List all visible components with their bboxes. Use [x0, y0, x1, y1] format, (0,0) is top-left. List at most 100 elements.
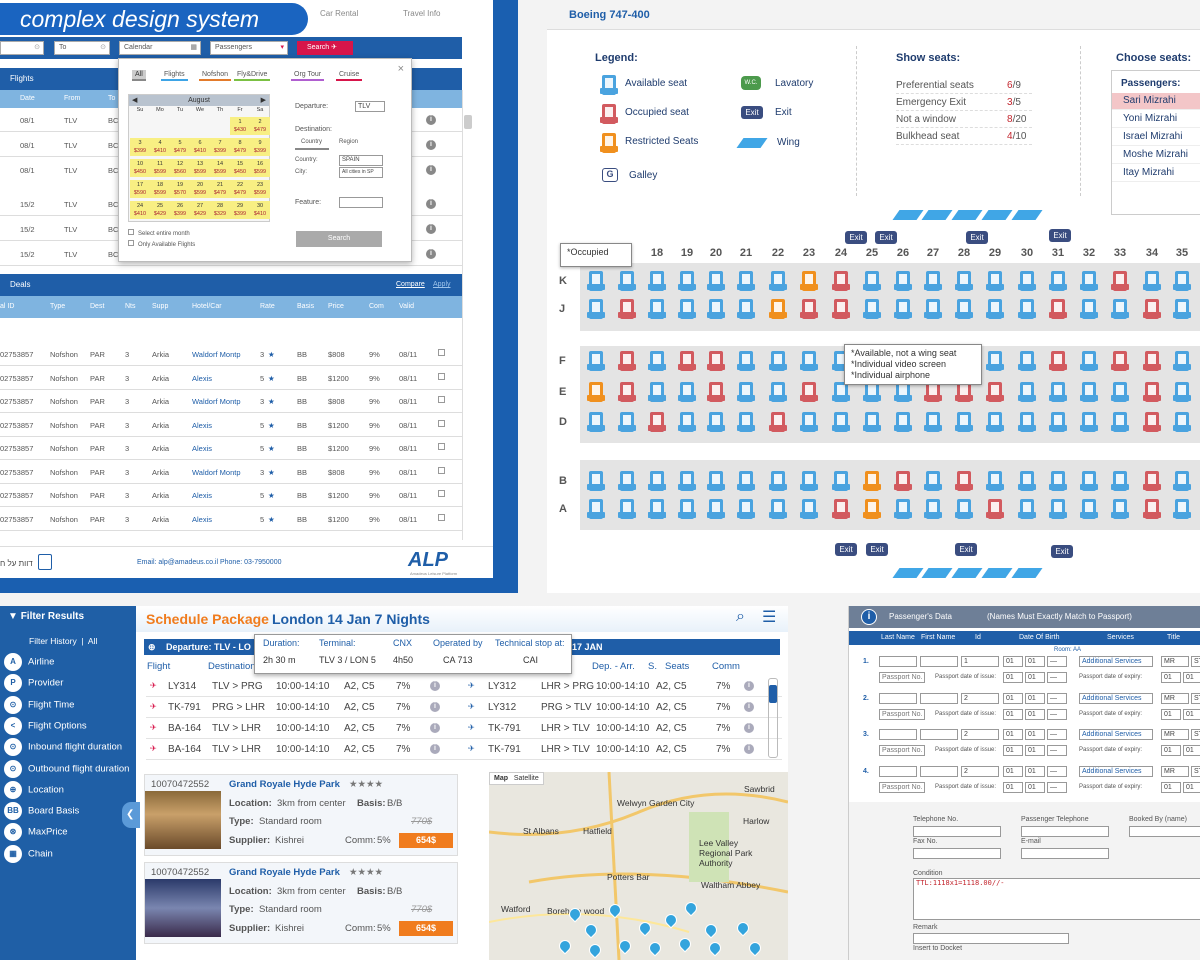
seat[interactable] [1018, 270, 1036, 292]
calendar-field[interactable]: Calendar ▦ [119, 41, 201, 55]
seat[interactable] [1111, 298, 1129, 320]
calendar-day[interactable]: 6 $410 [190, 138, 210, 156]
calendar-day[interactable]: 11 $599 [150, 159, 170, 177]
seat[interactable] [707, 411, 725, 433]
seat[interactable] [678, 470, 696, 492]
seat[interactable] [986, 411, 1004, 433]
extra-select[interactable]: ST [1191, 692, 1200, 704]
info-icon[interactable]: i [426, 224, 436, 234]
last-name-input[interactable] [879, 729, 917, 740]
expiry-date-select[interactable]: 01 [1161, 672, 1181, 683]
seat[interactable] [618, 470, 636, 492]
collapse-sidebar-icon[interactable]: ❮ [122, 802, 140, 828]
seat[interactable] [737, 381, 755, 403]
services-select[interactable]: Additional Services [1079, 765, 1153, 777]
issue-date-select[interactable]: 01 [1025, 781, 1045, 793]
filter-maxprice[interactable]: ⊛ MaxPrice [4, 823, 68, 842]
seat[interactable] [707, 498, 725, 520]
seat[interactable] [800, 470, 818, 492]
calendar-day[interactable]: 17 $590 [130, 180, 150, 198]
tab-region[interactable]: Region [339, 139, 359, 145]
dob-select[interactable]: — [1047, 729, 1067, 740]
seat[interactable] [648, 470, 666, 492]
flight-row[interactable]: LY314 TLV > PRG 10:00-14:10 A2, C5 7% LY312 LH… [146, 676, 782, 697]
seat[interactable] [1111, 270, 1129, 292]
condition-textarea[interactable]: TTL:1118x1=1118.00//- [913, 878, 1200, 920]
calendar-day[interactable]: 5 $479 [170, 138, 190, 156]
seat[interactable] [924, 298, 942, 320]
select-month-option[interactable]: Select entire month [128, 229, 190, 237]
seat[interactable] [678, 350, 696, 372]
checkbox[interactable] [438, 419, 445, 427]
seat[interactable] [737, 498, 755, 520]
seat[interactable] [648, 298, 666, 320]
checkbox[interactable] [128, 229, 134, 235]
checkbox[interactable] [438, 349, 445, 356]
passenger-item[interactable]: Israel Mizrahi [1112, 129, 1200, 146]
extra-select[interactable]: ST [1191, 765, 1200, 777]
seat[interactable] [1111, 411, 1129, 433]
filter-flight-options[interactable]: < Flight Options [4, 716, 87, 735]
calendar-day[interactable]: 24 $410 [130, 201, 150, 219]
first-name-input[interactable] [920, 692, 958, 704]
search-icon[interactable]: ⌕ [736, 608, 745, 625]
filter-flight-time[interactable]: ⊙ Flight Time [4, 695, 74, 714]
popup-tab[interactable]: All [132, 70, 146, 81]
seat[interactable] [587, 298, 605, 320]
seat[interactable] [618, 298, 636, 320]
seat[interactable] [1018, 381, 1036, 403]
title-select[interactable]: MR [1161, 692, 1189, 704]
info-icon[interactable]: i [744, 744, 754, 754]
seat[interactable] [863, 381, 881, 403]
table-cell[interactable]: Alexis [192, 444, 213, 453]
seat[interactable] [769, 381, 787, 403]
calendar-day[interactable]: 14 $599 [210, 159, 230, 177]
seat[interactable] [618, 270, 636, 292]
seat[interactable] [1173, 411, 1191, 433]
seat[interactable] [832, 298, 850, 320]
seat[interactable] [986, 470, 1004, 492]
prev-month-icon[interactable]: ◀ [132, 97, 138, 104]
calendar-day[interactable]: 10 $450 [130, 159, 150, 177]
title-select[interactable]: MR [1161, 765, 1189, 777]
services-select[interactable]: Additional Services [1079, 692, 1153, 704]
feature-select[interactable] [339, 197, 383, 208]
calendar-day[interactable]: 13 $599 [190, 159, 210, 177]
seat[interactable] [1143, 470, 1161, 492]
hotel-card[interactable]: 10070472552 Grand Royale Hyde Park ★★★★ Loc… [144, 774, 458, 856]
add-document-icon[interactable] [38, 554, 52, 570]
filter-chain[interactable]: ▦ Chain [4, 844, 53, 863]
expiry-date-select[interactable]: 01 [1183, 672, 1200, 683]
issue-date-select[interactable]: 01 [1025, 708, 1045, 720]
seat[interactable] [800, 298, 818, 320]
seat[interactable] [737, 270, 755, 292]
seat[interactable] [1049, 498, 1067, 520]
checkbox[interactable] [438, 443, 445, 450]
seat[interactable] [1111, 498, 1129, 520]
seat[interactable] [1080, 270, 1098, 292]
calendar-day[interactable]: 7 $399 [210, 138, 230, 156]
services-select[interactable]: Additional Services [1079, 729, 1153, 740]
only-available-option[interactable]: Only Available Flights [128, 240, 195, 248]
filter-inbound-flight-duration[interactable]: ⊙ Inbound flight duration [4, 738, 122, 757]
city-select[interactable]: All cities in SP [339, 167, 383, 178]
dob-select[interactable]: — [1047, 692, 1067, 704]
seat[interactable] [1018, 350, 1036, 372]
seat[interactable] [769, 350, 787, 372]
seat[interactable] [1143, 350, 1161, 372]
nav-car-rental[interactable]: Car Rental [320, 9, 359, 18]
seat[interactable] [1018, 411, 1036, 433]
calendar-day[interactable]: 25 $429 [150, 201, 170, 219]
filter-board-basis[interactable]: BB Board Basis [4, 802, 79, 821]
issue-date-select[interactable]: 01 [1025, 745, 1045, 756]
passenger-item[interactable]: Itay Mizrahi [1112, 165, 1200, 182]
issue-date-select[interactable]: — [1047, 708, 1067, 720]
fax-input[interactable] [913, 848, 1001, 859]
seat[interactable] [894, 411, 912, 433]
map-type-toggle[interactable]: Map Satellite [489, 772, 544, 785]
seat[interactable] [587, 350, 605, 372]
dob-select[interactable]: 01 [1003, 692, 1023, 704]
calendar-day[interactable]: 12 $560 [170, 159, 190, 177]
seat[interactable] [587, 470, 605, 492]
seat[interactable] [894, 498, 912, 520]
